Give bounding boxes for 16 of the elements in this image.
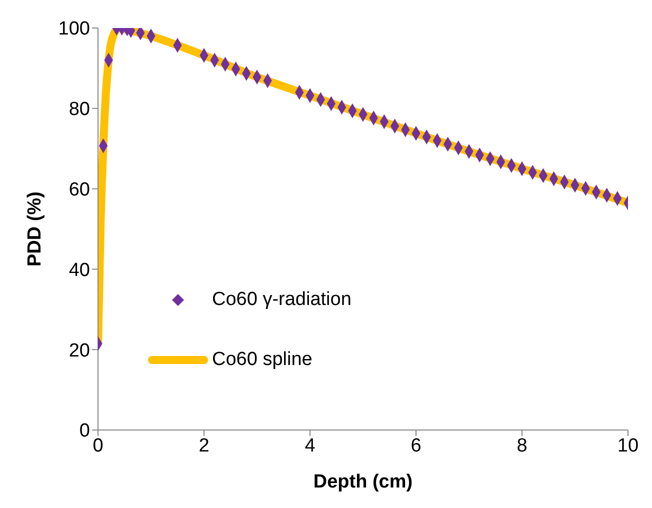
x-tick-label: 2: [198, 435, 210, 456]
legend-label: Co60 spline: [212, 349, 312, 371]
legend-label: Co60 γ-radiation: [212, 289, 352, 311]
x-tick-label: 8: [516, 435, 528, 456]
y-axis-title: PDD (%): [24, 192, 46, 266]
x-axis-title: Depth (cm): [313, 471, 413, 492]
x-tick-label: 4: [304, 435, 316, 456]
x-tick-label: 6: [410, 435, 422, 456]
y-tick-label: 0: [79, 420, 90, 442]
x-tick-label: 0: [92, 435, 104, 456]
y-tick-label: 100: [58, 18, 90, 40]
y-tick-label: 40: [68, 260, 90, 281]
y-tick-label: 80: [68, 99, 90, 120]
x-tick-label: 10: [617, 435, 639, 456]
y-tick-label: 20: [68, 340, 90, 362]
y-tick-label: 60: [68, 180, 90, 201]
